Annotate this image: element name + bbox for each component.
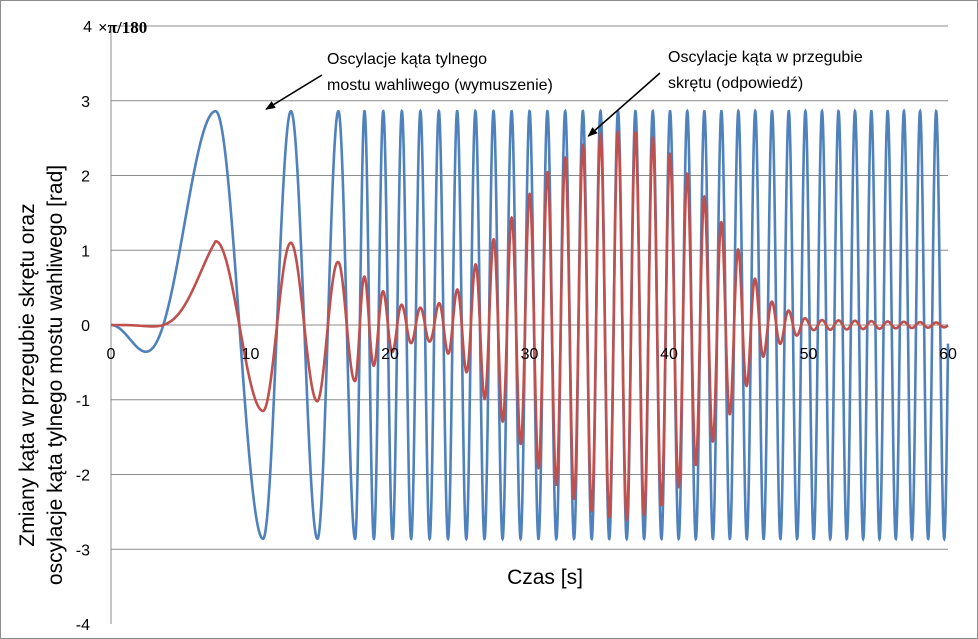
series-line-odpowiedz [111,130,949,522]
y-tick-label: 3 [81,94,90,111]
y-axis-title-line1: Zmiany kąta w przegubie skrętu oraz [16,203,39,546]
x-axis-title: Czas [s] [507,566,583,589]
series-layer [111,108,950,542]
y-tick-label: 0 [81,318,90,335]
x-tick-label: 40 [660,346,678,363]
y-tick-label: 2 [81,169,90,186]
annotation-line2: skrętu (odpowiedź) [668,75,803,92]
y-tick-label: 4 [83,19,92,36]
y-tick-label: 1 [81,243,90,260]
annotation-line1: Oscylacje kąta w przegubie [668,49,863,66]
y-tick-label: -1 [76,393,90,410]
annotation-layer: Oscylacje kąta tylnego mostu wahliwego (w… [265,49,863,137]
y-multiplier-label: ×π/180 [98,18,147,37]
annotation-arrow [265,74,323,110]
x-tick-label: 30 [521,346,539,363]
series-line-wymuszenie [111,108,950,542]
y-axis-title-line2: oscylacje kąta tylnego mostu wahliwego [… [44,165,67,585]
x-tick-label: 50 [800,346,818,363]
x-tick-label: 60 [939,346,957,363]
annotation-line2: mostu wahliwego (wymuszenie) [327,77,553,94]
y-tick-label: -2 [76,468,90,485]
annotation-arrow [587,72,661,137]
annotation-line1: Oscylacje kąta tylnego [327,51,487,68]
y-tick-label: -3 [76,542,90,559]
y-tick-label: -4 [76,617,90,634]
x-tick-label: 10 [242,346,260,363]
x-tick-label: 0 [107,346,116,363]
x-tick-label: 20 [381,346,399,363]
